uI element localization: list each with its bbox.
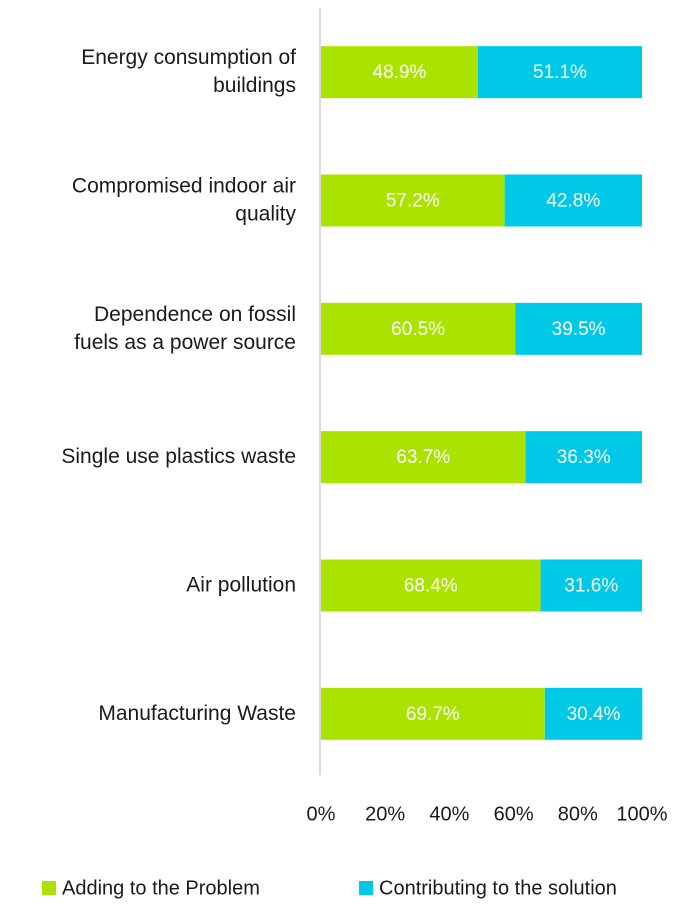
value-label: 36.3% [557, 447, 611, 468]
legend-label: Adding to the Problem [62, 877, 260, 899]
value-label: 31.6% [564, 576, 618, 597]
bar-segment [321, 687, 545, 740]
x-tick-label: 60% [494, 803, 534, 825]
legend-swatch [42, 881, 56, 895]
x-tick-label: 0% [307, 803, 336, 825]
bar-segment [321, 302, 516, 355]
value-label: 60.5% [391, 319, 445, 340]
value-label: 69.7% [406, 704, 460, 725]
y-tick-label: Dependence on fossil fuels as a power sou… [74, 302, 296, 353]
bar-segment [540, 559, 642, 612]
value-label: 51.1% [533, 62, 587, 83]
bar-segment [504, 174, 642, 227]
value-label: 42.8% [546, 191, 600, 212]
bar-segment [321, 431, 526, 484]
y-tick-label: Single use plastics waste [61, 445, 296, 468]
x-tick-label: 80% [558, 803, 598, 825]
y-tick-label: Energy consumption of buildings [81, 46, 296, 97]
value-label: 63.7% [396, 447, 450, 468]
legend-swatch [359, 881, 373, 895]
bar-segment [515, 302, 642, 355]
bar-segment [321, 174, 505, 227]
x-tick-label: 20% [365, 803, 405, 825]
value-label: 68.4% [404, 576, 458, 597]
y-tick-label: Manufacturing Waste [98, 701, 296, 724]
y-tick-label: Compromised indoor air quality [72, 174, 297, 225]
x-tick-label: 100% [616, 803, 667, 825]
bar-segment [321, 46, 478, 99]
value-label: 57.2% [386, 191, 440, 212]
value-label: 30.4% [567, 704, 621, 725]
bar-segment [544, 687, 643, 740]
bar-segment [525, 431, 642, 484]
bar-segment [321, 559, 541, 612]
bar-segment [477, 46, 642, 99]
y-tick-label: Air pollution [186, 573, 296, 596]
value-label: 48.9% [373, 62, 427, 83]
legend-label: Contributing to the solution [379, 877, 617, 899]
x-tick-label: 40% [429, 803, 469, 825]
value-label: 39.5% [552, 319, 606, 340]
